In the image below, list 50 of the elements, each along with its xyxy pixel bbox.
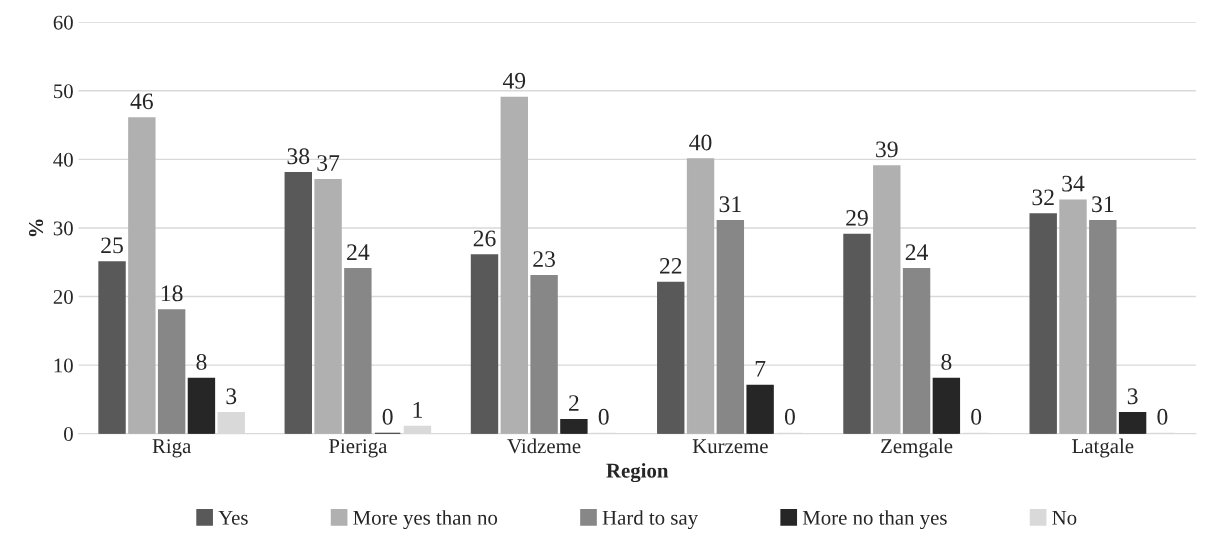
x-axis-title: Region (606, 463, 669, 483)
data-label: 25 (101, 237, 123, 254)
data-label: 3 (1127, 388, 1138, 405)
data-label: 26 (473, 230, 496, 247)
x-tick-label: Latgale (1072, 438, 1134, 458)
data-label: 0 (598, 408, 609, 425)
y-tick-label: 30 (53, 221, 73, 236)
legend-label: More yes than no (353, 510, 498, 530)
data-label: 40 (689, 134, 712, 151)
data-label: 7 (755, 361, 766, 377)
x-tick-label: Kurzeme (692, 439, 768, 454)
data-label: 39 (876, 141, 898, 158)
y-tick-label: 60 (53, 15, 73, 30)
data-label: 29 (846, 209, 868, 226)
data-label: 0 (1157, 408, 1168, 425)
data-label: 3 (226, 388, 237, 405)
data-label: 0 (382, 408, 393, 425)
data-label: 24 (905, 244, 929, 260)
legend-label: Yes (218, 510, 248, 525)
data-label: 0 (971, 408, 982, 425)
data-label: 1 (413, 402, 422, 418)
y-tick-label: 0 (64, 427, 73, 442)
legend-label: More no than yes (802, 510, 947, 530)
data-label: 46 (130, 93, 153, 110)
data-label: 23 (533, 251, 555, 267)
data-label: 22 (659, 257, 682, 274)
data-label: 31 (1092, 196, 1114, 213)
x-tick-label: Riga (152, 439, 192, 458)
data-label: 32 (1032, 189, 1054, 206)
data-label: 18 (161, 285, 183, 302)
y-axis-title: % (28, 219, 44, 237)
data-label: 38 (287, 148, 310, 165)
data-label: 8 (941, 353, 952, 370)
data-label: 34 (1062, 175, 1085, 192)
y-tick-label: 40 (53, 152, 73, 167)
x-tick-label: Zemgale (881, 438, 953, 458)
data-label: 2 (569, 395, 579, 411)
data-label: 37 (317, 155, 340, 171)
y-tick-label: 10 (54, 358, 73, 373)
data-label: 8 (196, 353, 207, 370)
data-label: 31 (719, 196, 741, 213)
data-label: 49 (502, 72, 526, 89)
x-tick-label: Vidzeme (507, 438, 581, 454)
data-label: 24 (347, 244, 370, 260)
data-label: 0 (784, 408, 795, 425)
legend-label: Hard to say (602, 510, 698, 530)
y-tick-label: 20 (53, 289, 73, 304)
legend-label: No (1052, 510, 1077, 525)
y-tick-label: 50 (54, 84, 73, 99)
x-tick-label: Pieriga (328, 439, 388, 458)
